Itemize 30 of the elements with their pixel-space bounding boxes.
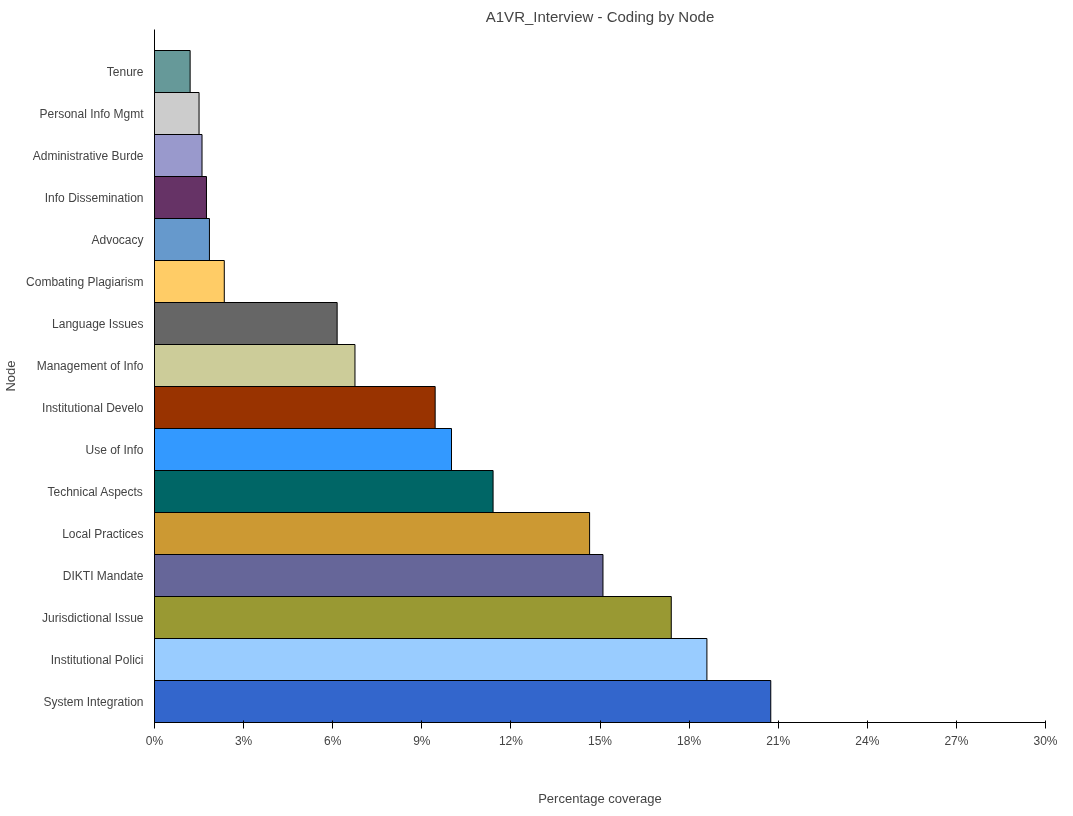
y-tick-label: Combating Plagiarism xyxy=(26,274,144,289)
y-tick-label: Advocacy xyxy=(91,232,144,247)
x-tick-label: 30% xyxy=(1033,733,1058,748)
x-tick-label: 15% xyxy=(587,733,613,748)
x-tick-label: 0% xyxy=(145,733,164,748)
chart-title: A1VR_Interview - Coding by Node xyxy=(485,7,715,25)
x-tick-label: 12% xyxy=(498,733,524,748)
y-tick-label: Tenure xyxy=(106,64,144,79)
y-tick-label: Institutional Polici xyxy=(50,652,144,667)
x-tick-label: 21% xyxy=(766,733,791,748)
x-tick-label: 18% xyxy=(677,733,702,748)
y-tick-label: Administrative Burde xyxy=(32,148,144,163)
x-axis-title: Percentage coverage xyxy=(538,790,662,806)
y-tick-label: Info Dissemination xyxy=(44,190,144,205)
y-tick-label: Language Issues xyxy=(52,316,144,331)
y-tick-label: DIKTI Mandate xyxy=(62,568,144,583)
y-tick-label: System Integration xyxy=(43,694,144,709)
y-tick-label: Institutional Develo xyxy=(42,400,144,415)
y-tick-label: Use of Info xyxy=(85,442,144,457)
y-tick-label: Personal Info Mgmt xyxy=(39,106,145,121)
y-axis-title: Node xyxy=(3,360,19,392)
y-tick-label: Jurisdictional Issue xyxy=(42,610,144,625)
x-tick-label: 27% xyxy=(944,733,969,748)
x-tick-label: 24% xyxy=(855,733,880,748)
y-tick-label: Technical Aspects xyxy=(47,484,143,499)
x-tick-label: 6% xyxy=(324,733,342,748)
x-tick-label: 9% xyxy=(413,733,431,748)
y-tick-label: Local Practices xyxy=(62,526,144,541)
y-tick-label: Management of Info xyxy=(36,358,144,373)
x-tick-label: 3% xyxy=(234,733,253,748)
